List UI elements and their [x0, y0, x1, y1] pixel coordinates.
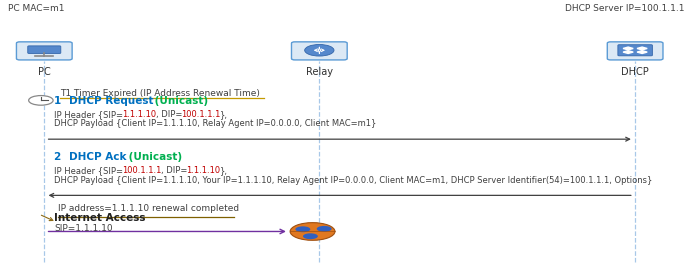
Text: , DIP=: , DIP=: [161, 166, 187, 175]
Text: },: },: [220, 166, 228, 175]
Text: 1.1.1.10: 1.1.1.10: [122, 110, 156, 119]
Text: (Unicast): (Unicast): [125, 152, 182, 162]
Text: IP Header {SIP=: IP Header {SIP=: [55, 166, 123, 175]
Text: (Unicast): (Unicast): [152, 96, 209, 106]
Circle shape: [290, 223, 335, 240]
FancyBboxPatch shape: [28, 46, 61, 54]
Text: },: },: [220, 110, 228, 119]
Text: Internet Access: Internet Access: [55, 213, 146, 223]
Polygon shape: [623, 51, 633, 54]
Text: 1.1.1.10: 1.1.1.10: [186, 166, 220, 175]
Text: 2: 2: [55, 152, 69, 162]
FancyBboxPatch shape: [618, 45, 652, 56]
Text: DHCP Server IP=100.1.1.1: DHCP Server IP=100.1.1.1: [565, 4, 685, 13]
Text: PC: PC: [38, 67, 51, 77]
Text: DHCP Ack: DHCP Ack: [69, 152, 126, 162]
Text: IP address=1.1.1.10 renewal completed: IP address=1.1.1.10 renewal completed: [58, 204, 239, 213]
Text: 1: 1: [55, 96, 69, 106]
Text: , DIP=: , DIP=: [155, 110, 182, 119]
Polygon shape: [623, 47, 633, 50]
FancyBboxPatch shape: [292, 42, 347, 60]
Text: DHCP Payload {Client IP=1.1.1.10, Relay Agent IP=0.0.0.0, Client MAC=m1}: DHCP Payload {Client IP=1.1.1.10, Relay …: [55, 120, 377, 129]
Text: IP Header {SIP=: IP Header {SIP=: [55, 110, 123, 119]
Text: SIP=1.1.1.10: SIP=1.1.1.10: [55, 224, 113, 233]
FancyBboxPatch shape: [17, 42, 72, 60]
Circle shape: [303, 233, 318, 239]
Polygon shape: [637, 51, 647, 54]
FancyBboxPatch shape: [607, 42, 663, 60]
Circle shape: [305, 44, 334, 56]
Text: T1 Timer Expired (IP Address Renewal Time): T1 Timer Expired (IP Address Renewal Tim…: [60, 89, 260, 98]
Text: DHCP: DHCP: [621, 67, 649, 77]
Text: DHCP Payload {Client IP=1.1.1.10, Your IP=1.1.1.10, Relay Agent IP=0.0.0.0, Clie: DHCP Payload {Client IP=1.1.1.10, Your I…: [55, 176, 653, 185]
Text: Relay: Relay: [306, 67, 333, 77]
Circle shape: [295, 226, 310, 232]
Text: DHCP Request: DHCP Request: [69, 96, 153, 106]
Circle shape: [28, 96, 53, 105]
Text: 100.1.1.1: 100.1.1.1: [122, 166, 161, 175]
Circle shape: [317, 226, 332, 232]
Text: 100.1.1.1: 100.1.1.1: [182, 110, 221, 119]
Text: PC MAC=m1: PC MAC=m1: [8, 4, 64, 13]
Polygon shape: [637, 47, 647, 50]
